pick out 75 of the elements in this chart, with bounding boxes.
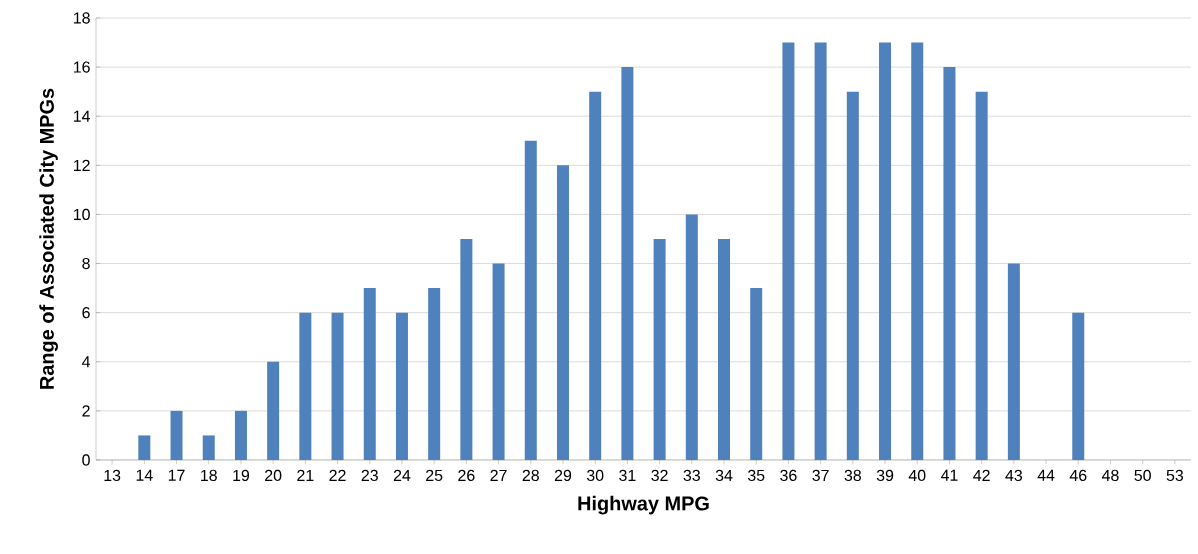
x-tick-label: 14 xyxy=(136,469,153,481)
bar xyxy=(653,238,666,460)
bar xyxy=(782,42,795,460)
y-tick-label: 12 xyxy=(73,159,90,171)
x-tick-label: 28 xyxy=(522,469,539,482)
x-tick-label: 32 xyxy=(651,469,668,482)
bar xyxy=(1007,263,1020,460)
x-tick-label: 24 xyxy=(393,469,411,481)
x-tick-label: 13 xyxy=(104,469,121,482)
bar xyxy=(1072,312,1085,460)
bar xyxy=(685,214,698,460)
x-tick-label: 31 xyxy=(619,469,636,482)
y-axis-title: Range of Associated City MPGs xyxy=(39,88,58,389)
bar xyxy=(299,312,312,460)
y-tick-label: 0 xyxy=(82,454,90,466)
x-tick-label: 33 xyxy=(683,469,700,482)
x-tick-label: 43 xyxy=(1005,469,1023,482)
bar xyxy=(621,67,634,460)
bar xyxy=(363,288,376,460)
bar xyxy=(814,42,827,460)
y-tick-label: 10 xyxy=(73,208,90,221)
x-tick-label: 36 xyxy=(780,469,797,482)
x-tick-label: 22 xyxy=(329,469,346,481)
x-tick-label: 21 xyxy=(297,469,314,481)
y-tick-label: 2 xyxy=(82,405,90,417)
x-tick-label: 46 xyxy=(1069,469,1087,482)
x-tick-label: 23 xyxy=(361,469,378,482)
x-tick-label: 50 xyxy=(1134,469,1151,482)
y-tick-label: 16 xyxy=(73,61,90,73)
y-tick-label: 14 xyxy=(73,110,91,122)
bar xyxy=(492,263,505,460)
x-tick-label: 37 xyxy=(812,469,829,482)
bar xyxy=(879,42,892,460)
bar xyxy=(267,361,280,460)
x-tick-label: 19 xyxy=(233,469,250,482)
x-tick-label: 42 xyxy=(973,469,990,481)
x-tick-label: 41 xyxy=(940,469,958,481)
x-tick-label: 44 xyxy=(1037,469,1055,481)
bar xyxy=(943,67,956,460)
y-tick-label: 18 xyxy=(73,12,90,24)
x-tick-label: 26 xyxy=(458,469,475,482)
y-tick-label: 6 xyxy=(82,307,90,319)
bar xyxy=(460,238,473,460)
x-tick-label: 30 xyxy=(586,469,604,482)
x-tick-label: 18 xyxy=(201,469,217,482)
bar xyxy=(138,435,151,460)
bar xyxy=(846,91,859,460)
bar xyxy=(556,165,569,460)
x-tick-label: 29 xyxy=(554,469,572,482)
bar xyxy=(428,288,441,460)
x-tick-label: 20 xyxy=(265,469,282,482)
x-tick-label: 34 xyxy=(715,469,733,482)
y-tick-label: 8 xyxy=(82,257,90,270)
x-tick-label: 38 xyxy=(844,469,861,482)
bar xyxy=(975,91,988,460)
bar xyxy=(524,140,537,460)
bar xyxy=(170,410,183,460)
bar xyxy=(750,288,763,460)
x-tick-label: 27 xyxy=(490,469,507,481)
x-tick-label: 39 xyxy=(876,469,894,482)
bar xyxy=(234,410,247,460)
x-tick-label: 25 xyxy=(426,469,443,482)
bar xyxy=(589,91,602,460)
bar xyxy=(202,435,215,460)
x-axis-title: Highway MPG xyxy=(578,495,709,515)
x-tick-label: 35 xyxy=(747,469,765,482)
x-tick-label: 40 xyxy=(908,469,926,482)
bar xyxy=(331,312,344,460)
bar xyxy=(911,42,924,460)
x-tick-label: 17 xyxy=(168,469,185,481)
x-tick-label: 48 xyxy=(1101,469,1119,482)
bar xyxy=(718,238,731,460)
y-tick-label: 4 xyxy=(81,356,91,368)
bar xyxy=(395,312,408,460)
x-tick-label: 53 xyxy=(1166,469,1184,482)
